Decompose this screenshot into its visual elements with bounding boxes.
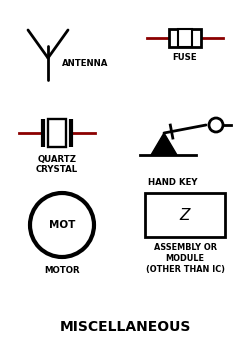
Bar — [178, 29, 192, 47]
Bar — [169, 29, 201, 47]
Text: Z: Z — [180, 208, 190, 223]
Text: MOT: MOT — [49, 220, 75, 230]
Text: ANTENNA: ANTENNA — [62, 59, 108, 68]
Text: QUARTZ
CRYSTAL: QUARTZ CRYSTAL — [36, 155, 78, 174]
Polygon shape — [151, 133, 177, 155]
Text: ASSEMBLY OR
MODULE
(OTHER THAN IC): ASSEMBLY OR MODULE (OTHER THAN IC) — [146, 243, 224, 274]
Text: MISCELLANEOUS: MISCELLANEOUS — [59, 320, 191, 334]
Circle shape — [209, 118, 223, 132]
Bar — [48, 119, 66, 147]
Circle shape — [30, 193, 94, 257]
Bar — [145, 193, 225, 237]
Text: HAND KEY: HAND KEY — [148, 178, 198, 187]
Text: FUSE: FUSE — [173, 53, 197, 62]
Text: MOTOR: MOTOR — [44, 266, 80, 275]
